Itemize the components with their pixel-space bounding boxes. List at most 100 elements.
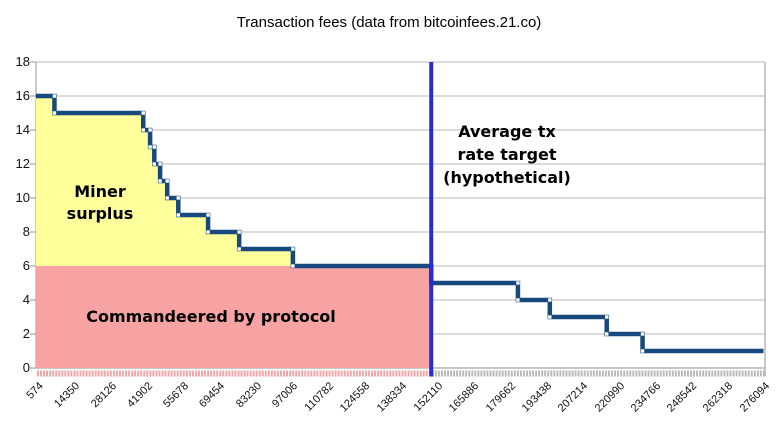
chart-title: Transaction fees (data from bitcoinfees.… xyxy=(236,14,542,31)
x-minor-tick xyxy=(61,370,64,377)
data-point-marker xyxy=(206,230,210,234)
x-minor-tick xyxy=(213,370,216,377)
x-minor-tick xyxy=(717,370,720,377)
x-minor-tick xyxy=(486,370,489,377)
x-minor-tick xyxy=(504,370,507,377)
x-minor-tick xyxy=(225,370,228,377)
x-minor-tick xyxy=(523,370,525,377)
x-minor-tick xyxy=(699,370,702,377)
data-point-marker xyxy=(516,298,520,302)
x-minor-tick xyxy=(459,370,462,377)
x-minor-tick xyxy=(404,370,407,377)
x-minor-tick xyxy=(425,370,428,377)
x-minor-tick xyxy=(131,370,134,377)
x-minor-tick xyxy=(298,370,301,377)
x-minor-tick xyxy=(234,370,237,377)
x-minor-tick xyxy=(544,370,547,377)
x-minor-tick xyxy=(392,370,395,377)
x-minor-tick xyxy=(280,370,282,377)
x-minor-tick xyxy=(161,370,164,377)
x-minor-tick xyxy=(741,370,744,377)
x-minor-tick xyxy=(398,370,401,377)
x-minor-tick xyxy=(380,370,383,377)
x-minor-tick xyxy=(106,370,109,377)
x-minor-tick xyxy=(605,370,607,377)
data-point-marker xyxy=(237,230,241,234)
x-minor-tick xyxy=(620,370,623,377)
x-minor-tick xyxy=(711,370,714,377)
annotation-target-line: Average tx rate target (hypothetical) xyxy=(421,120,593,189)
data-point-marker xyxy=(548,315,552,319)
data-point-marker xyxy=(52,94,57,98)
x-minor-tick xyxy=(444,370,446,377)
x-minor-tick xyxy=(756,370,759,377)
x-minor-tick xyxy=(577,370,580,377)
x-minor-tick xyxy=(732,370,735,377)
x-minor-tick xyxy=(164,370,167,377)
x-minor-tick xyxy=(52,370,55,377)
x-minor-tick xyxy=(76,370,79,377)
x-minor-tick xyxy=(313,370,316,377)
x-minor-tick xyxy=(82,370,85,377)
x-minor-tick xyxy=(595,370,598,377)
data-point-marker xyxy=(158,179,162,183)
data-point-marker xyxy=(516,281,520,285)
x-minor-tick xyxy=(507,370,510,377)
x-minor-tick xyxy=(653,370,656,377)
x-minor-tick xyxy=(122,370,124,377)
x-minor-tick xyxy=(40,370,42,377)
data-point-marker xyxy=(176,213,180,217)
x-minor-tick xyxy=(541,370,544,377)
x-minor-tick xyxy=(744,370,747,377)
x-minor-tick xyxy=(635,370,638,377)
x-minor-tick xyxy=(571,370,574,377)
x-minor-tick xyxy=(219,370,222,377)
data-point-marker xyxy=(141,111,145,115)
x-minor-tick xyxy=(316,370,319,377)
x-minor-tick xyxy=(416,370,419,377)
x-minor-tick xyxy=(368,370,370,377)
x-minor-tick xyxy=(656,370,659,377)
x-minor-tick xyxy=(295,370,298,377)
x-minor-tick xyxy=(301,370,304,377)
x-minor-tick xyxy=(337,370,340,377)
y-tick-label: 10 xyxy=(15,190,30,205)
x-minor-tick xyxy=(498,370,501,377)
x-minor-tick xyxy=(276,370,279,377)
x-minor-tick xyxy=(671,370,674,377)
x-minor-tick xyxy=(532,370,535,377)
x-minor-tick xyxy=(580,370,583,377)
x-minor-tick xyxy=(246,370,249,377)
data-point-marker xyxy=(158,162,162,166)
y-tick-label: 16 xyxy=(15,88,30,103)
x-minor-tick xyxy=(261,370,264,377)
x-minor-tick xyxy=(67,370,70,377)
y-tick-label: 6 xyxy=(22,258,30,273)
annotation-line: Commandeered by protocol xyxy=(86,307,336,326)
x-minor-tick xyxy=(419,370,422,377)
x-minor-tick xyxy=(702,370,705,377)
x-minor-tick xyxy=(690,370,692,377)
x-minor-tick xyxy=(152,370,155,377)
x-minor-tick xyxy=(340,370,343,377)
x-minor-tick xyxy=(422,370,425,377)
y-tick-label: 4 xyxy=(22,292,30,307)
x-minor-tick xyxy=(462,370,465,377)
annotation-line: Average tx xyxy=(458,122,556,141)
x-minor-tick xyxy=(489,370,492,377)
x-minor-tick xyxy=(513,370,516,377)
x-minor-tick xyxy=(46,370,49,377)
x-minor-tick xyxy=(55,370,58,377)
x-minor-tick xyxy=(617,370,620,377)
x-minor-tick xyxy=(641,370,644,377)
x-minor-tick xyxy=(103,370,106,377)
x-minor-tick xyxy=(377,370,380,377)
data-point-marker xyxy=(640,349,645,353)
y-tick-label: 14 xyxy=(15,122,30,137)
x-minor-tick xyxy=(447,370,449,377)
y-tick-label: 12 xyxy=(15,156,30,171)
x-minor-tick xyxy=(519,370,522,377)
x-minor-tick xyxy=(492,370,495,377)
x-minor-tick xyxy=(601,370,604,377)
x-minor-tick xyxy=(735,370,738,377)
